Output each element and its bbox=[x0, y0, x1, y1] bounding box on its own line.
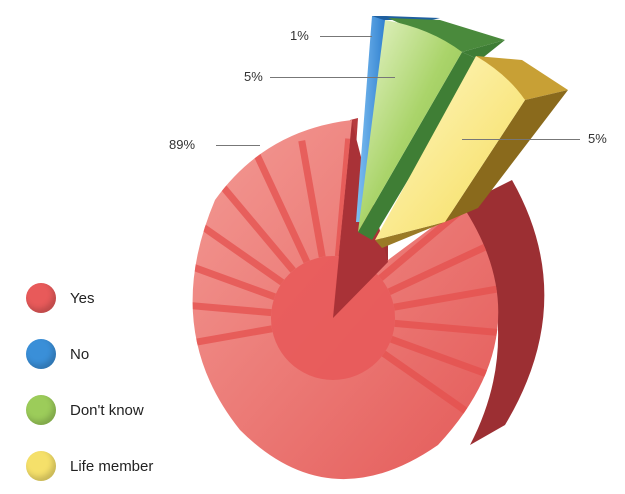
slice-no-side bbox=[372, 16, 440, 20]
legend: Yes No Don't know Life member bbox=[26, 270, 153, 494]
slice-dont-know bbox=[358, 18, 505, 240]
slice-life-member-back bbox=[476, 56, 568, 100]
legend-label-dont-know: Don't know bbox=[70, 401, 144, 419]
slice-dont-know-top bbox=[358, 20, 462, 232]
legend-item-yes: Yes bbox=[26, 270, 153, 326]
data-label-dont-know: 5% bbox=[244, 69, 263, 84]
slice-dont-know-back bbox=[388, 18, 505, 52]
yes-slice-segment-line bbox=[192, 253, 276, 301]
slice-no-top bbox=[356, 16, 386, 222]
legend-swatch-life-member bbox=[26, 451, 56, 481]
data-label-life-member: 5% bbox=[588, 131, 607, 146]
yes-slice-segment-line bbox=[390, 335, 499, 383]
data-label-yes: 89% bbox=[169, 137, 196, 152]
legend-swatch-dont-know bbox=[26, 395, 56, 425]
legend-label-no: No bbox=[70, 345, 90, 363]
leader-line-no bbox=[320, 36, 372, 37]
yes-slice-segment-line bbox=[192, 325, 273, 353]
legend-item-life-member: Life member bbox=[26, 438, 153, 494]
slice-dont-know-wall bbox=[358, 52, 480, 240]
yes-slice-segment-line bbox=[381, 350, 483, 425]
leader-line-life-member bbox=[462, 139, 580, 140]
leader-line-dont-know bbox=[270, 77, 395, 78]
slice-dont-know-side bbox=[462, 40, 505, 60]
slice-life-member-top bbox=[375, 56, 525, 240]
slice-yes bbox=[192, 118, 545, 480]
yes-slice-segment-line bbox=[334, 138, 353, 257]
slice-life-member bbox=[375, 56, 568, 248]
yes-slice-segment-line bbox=[192, 298, 272, 317]
leader-line-yes bbox=[216, 145, 260, 146]
yes-slice-segment-line bbox=[214, 177, 296, 273]
legend-swatch-no bbox=[26, 339, 56, 369]
slice-yes-top bbox=[192, 120, 499, 480]
data-label-no: 1% bbox=[290, 28, 309, 43]
legend-item-no: No bbox=[26, 326, 153, 382]
slice-life-member-side bbox=[445, 90, 568, 222]
legend-swatch-yes bbox=[26, 283, 56, 313]
slice-life-member-wall bbox=[375, 222, 445, 248]
yes-slice-segment-line bbox=[393, 283, 499, 311]
legend-label-yes: Yes bbox=[70, 289, 95, 307]
yes-slice-segment-line bbox=[394, 319, 499, 338]
yes-slice-segment-line bbox=[387, 238, 498, 295]
yes-slice-segment-line bbox=[298, 140, 326, 258]
yes-slice-segment-line bbox=[253, 153, 310, 264]
legend-item-dont-know: Don't know bbox=[26, 382, 153, 438]
legend-label-life-member: Life member bbox=[70, 457, 154, 475]
slice-no bbox=[356, 16, 440, 222]
